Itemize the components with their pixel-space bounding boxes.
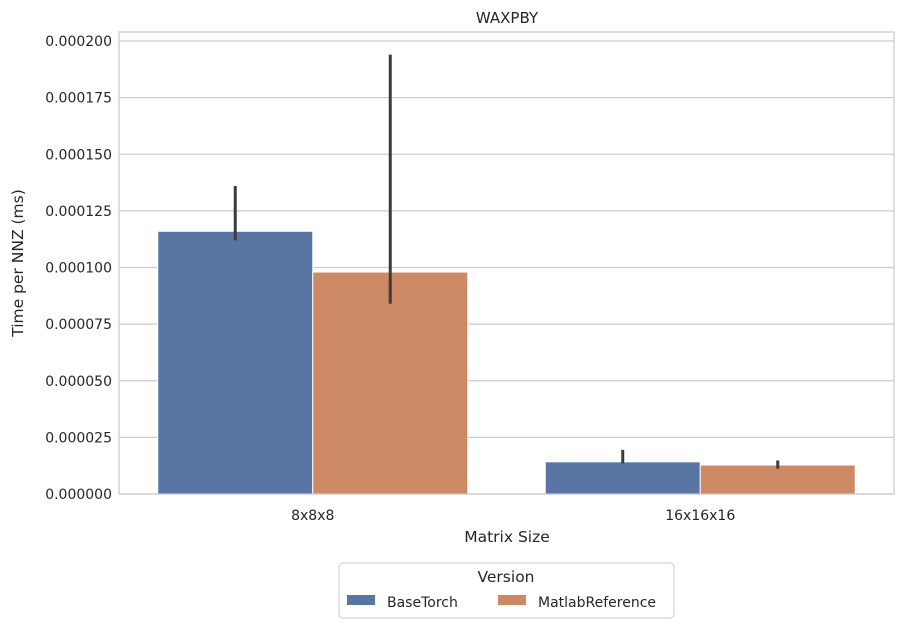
y-tick-label: 0.000175 — [45, 91, 112, 107]
bar — [312, 271, 469, 495]
legend-label: BaseTorch — [387, 595, 458, 611]
y-tick-label: 0.000100 — [45, 261, 112, 277]
y-tick-label: 0.000125 — [45, 204, 112, 220]
bar — [699, 464, 856, 495]
y-tick-label: 0.000025 — [45, 430, 112, 446]
chart-title: WAXPBY — [476, 9, 539, 27]
bars — [157, 230, 856, 495]
plot-frame — [118, 31, 895, 495]
x-tick-labels: 8x8x8 16x16x16 — [291, 508, 735, 524]
x-axis-title: Matrix Size — [464, 528, 550, 546]
y-tick-label: 0.000000 — [45, 487, 112, 503]
legend-swatch — [498, 595, 526, 605]
legend-box — [338, 562, 675, 619]
legend-title: Version — [478, 568, 535, 586]
legend-swatch — [347, 595, 375, 605]
legend-items: BaseTorch MatlabReference — [347, 595, 656, 611]
y-tick-label: 0.000050 — [45, 374, 112, 390]
error-bars — [233, 54, 780, 469]
bar — [157, 230, 314, 495]
legend-label: MatlabReference — [538, 595, 656, 611]
x-tick-label: 8x8x8 — [291, 508, 334, 524]
y-tick-labels: 0.000000 0.000025 0.000050 0.000075 0.000100… — [45, 34, 112, 503]
y-tick-label: 0.000150 — [45, 147, 112, 163]
y-axis-title: Time per NNZ (ms) — [9, 189, 27, 338]
bar — [544, 461, 701, 495]
y-tick-label: 0.000075 — [45, 317, 112, 333]
x-tick-label: 16x16x16 — [665, 508, 735, 524]
legend: Version BaseTorch MatlabReference — [338, 562, 675, 619]
y-tick-label: 0.000200 — [45, 34, 112, 50]
